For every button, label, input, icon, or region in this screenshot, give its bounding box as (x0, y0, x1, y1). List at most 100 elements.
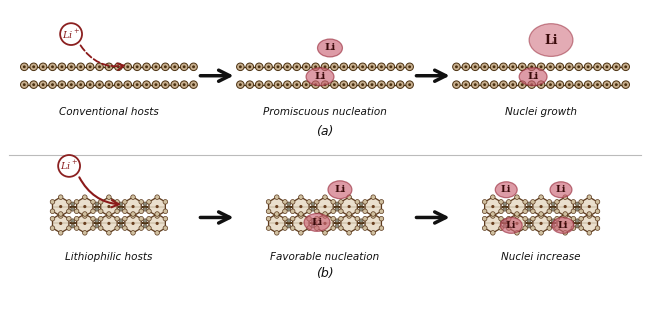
Circle shape (311, 202, 315, 206)
Circle shape (255, 63, 263, 70)
Text: Nuclei increase: Nuclei increase (501, 252, 581, 262)
Circle shape (246, 81, 254, 88)
Circle shape (86, 63, 94, 70)
Circle shape (91, 200, 96, 204)
Circle shape (58, 155, 80, 177)
Polygon shape (77, 214, 93, 233)
Circle shape (575, 81, 582, 88)
Polygon shape (292, 197, 309, 216)
Circle shape (283, 63, 291, 70)
Circle shape (275, 205, 278, 208)
Circle shape (493, 65, 495, 68)
Circle shape (363, 226, 367, 230)
Circle shape (339, 209, 343, 214)
Circle shape (379, 226, 384, 230)
Circle shape (145, 65, 148, 68)
Circle shape (379, 216, 384, 221)
Circle shape (70, 65, 73, 68)
Circle shape (389, 65, 392, 68)
Circle shape (164, 65, 167, 68)
Circle shape (258, 83, 261, 86)
Circle shape (124, 81, 131, 88)
Circle shape (190, 81, 198, 88)
Circle shape (558, 65, 562, 68)
Circle shape (324, 222, 326, 225)
Circle shape (183, 65, 186, 68)
Circle shape (302, 81, 310, 88)
Circle shape (123, 209, 127, 214)
Circle shape (266, 209, 271, 214)
Circle shape (558, 83, 562, 86)
Circle shape (455, 83, 458, 86)
Circle shape (355, 216, 359, 221)
Polygon shape (581, 197, 597, 216)
Circle shape (60, 23, 82, 45)
Circle shape (378, 81, 385, 88)
Circle shape (575, 63, 582, 70)
Circle shape (587, 231, 592, 235)
Circle shape (74, 226, 79, 230)
Circle shape (408, 83, 411, 86)
Circle shape (147, 226, 151, 230)
Circle shape (95, 219, 99, 223)
Circle shape (324, 83, 326, 86)
Circle shape (399, 83, 402, 86)
Circle shape (32, 83, 35, 86)
Circle shape (539, 195, 543, 199)
Circle shape (98, 200, 103, 204)
Polygon shape (557, 197, 573, 216)
Circle shape (506, 216, 511, 221)
Polygon shape (365, 214, 382, 233)
Circle shape (164, 83, 167, 86)
Circle shape (131, 231, 135, 235)
Circle shape (50, 200, 55, 204)
Circle shape (131, 205, 135, 208)
Polygon shape (149, 197, 165, 216)
Circle shape (503, 202, 507, 206)
Circle shape (98, 83, 101, 86)
Circle shape (563, 214, 567, 218)
Circle shape (359, 207, 363, 211)
Circle shape (370, 83, 374, 86)
Circle shape (519, 81, 526, 88)
Circle shape (315, 209, 319, 214)
Circle shape (593, 81, 601, 88)
Circle shape (50, 226, 55, 230)
Circle shape (554, 216, 559, 221)
Circle shape (276, 83, 280, 86)
Circle shape (348, 222, 351, 225)
Circle shape (266, 216, 271, 221)
Circle shape (481, 63, 488, 70)
Circle shape (152, 81, 160, 88)
Circle shape (49, 63, 57, 70)
Circle shape (115, 200, 120, 204)
Circle shape (258, 65, 261, 68)
Circle shape (163, 226, 168, 230)
Circle shape (406, 81, 413, 88)
Circle shape (58, 195, 63, 199)
Circle shape (60, 83, 63, 86)
Circle shape (248, 83, 251, 86)
Circle shape (361, 83, 364, 86)
Circle shape (315, 216, 319, 221)
Circle shape (74, 209, 79, 214)
Circle shape (371, 195, 376, 199)
Circle shape (60, 65, 63, 68)
Circle shape (464, 83, 467, 86)
Ellipse shape (318, 39, 343, 57)
Circle shape (588, 222, 591, 225)
Circle shape (361, 65, 364, 68)
Circle shape (530, 65, 533, 68)
Circle shape (171, 81, 179, 88)
Circle shape (274, 231, 279, 235)
Circle shape (539, 212, 543, 216)
Circle shape (39, 63, 47, 70)
Circle shape (530, 216, 535, 221)
Circle shape (66, 216, 71, 221)
Circle shape (298, 214, 303, 218)
Circle shape (348, 205, 351, 208)
Circle shape (74, 216, 79, 221)
Circle shape (265, 63, 272, 70)
Circle shape (286, 65, 289, 68)
Circle shape (331, 226, 335, 230)
